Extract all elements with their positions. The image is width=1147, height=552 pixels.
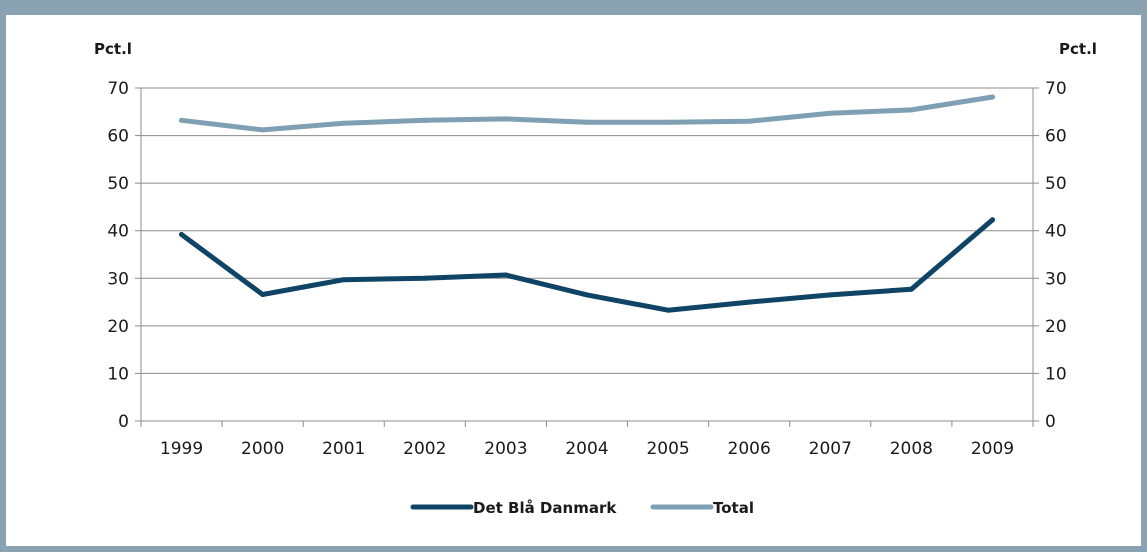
x-tick-label: 2005: [646, 439, 689, 459]
data-point: [665, 119, 671, 125]
y-axis-right-ticks: 0 10 20 30 40 50 60 70: [1045, 79, 1067, 432]
data-point: [179, 117, 185, 123]
x-tick-label: 2006: [728, 439, 771, 459]
data-point: [989, 94, 995, 100]
x-tick-label: 2004: [565, 439, 608, 459]
y-right-tick-label: 20: [1045, 317, 1067, 337]
data-point: [827, 110, 833, 116]
legend-item: Det Blå Danmark: [410, 499, 617, 517]
x-tick-label: 2002: [403, 439, 446, 459]
data-point: [503, 272, 509, 278]
y-left-tick-label: 10: [107, 364, 129, 384]
series-line-1: [179, 94, 995, 133]
data-point: [665, 307, 671, 313]
y-left-tick-label: 30: [107, 269, 129, 289]
data-point: [422, 275, 428, 281]
y-left-tick-label: 50: [107, 174, 129, 194]
data-point: [584, 119, 590, 125]
y-right-tick-label: 60: [1045, 127, 1067, 147]
data-point: [746, 299, 752, 305]
data-point: [422, 117, 428, 123]
data-point: [908, 286, 914, 292]
x-tick-label: 2007: [809, 439, 852, 459]
x-axis-ticks: 1999 2000 2001 2002 2003 2004 2005 2006 2007 2008…: [160, 439, 1014, 459]
legend-item: Total: [650, 499, 754, 517]
data-point: [341, 120, 347, 126]
data-point: [503, 116, 509, 122]
data-point: [341, 277, 347, 283]
y-axis-left-unit: Pct.l: [94, 40, 132, 58]
y-right-tick-label: 50: [1045, 174, 1067, 194]
legend: Det Blå Danmark Total: [410, 499, 754, 517]
y-axis-left-ticks: 0 10 20 30 40 50 60 70: [107, 79, 129, 432]
data-point: [827, 292, 833, 298]
data-point: [746, 118, 752, 124]
data-point: [989, 217, 995, 223]
x-tick-label: 2008: [890, 439, 933, 459]
x-tick-label: 2003: [484, 439, 527, 459]
grid-lines: [141, 87, 1033, 374]
data-point: [179, 232, 185, 238]
data-point: [260, 291, 266, 297]
y-axis-right-unit: Pct.l: [1059, 40, 1097, 58]
y-right-tick-label: 0: [1045, 412, 1056, 432]
data-point: [260, 127, 266, 133]
y-right-tick-label: 40: [1045, 222, 1067, 242]
data-point: [584, 292, 590, 298]
y-right-tick-label: 30: [1045, 269, 1067, 289]
y-right-tick-label: 10: [1045, 364, 1067, 384]
x-tick-label: 2000: [241, 439, 284, 459]
legend-label: Total: [713, 499, 754, 517]
data-point: [908, 107, 914, 113]
x-tick-label: 1999: [160, 439, 203, 459]
y-left-tick-label: 60: [107, 127, 129, 147]
y-left-tick-label: 0: [118, 412, 129, 432]
legend-label: Det Blå Danmark: [473, 499, 617, 517]
y-left-tick-label: 20: [107, 317, 129, 337]
y-left-tick-label: 70: [107, 79, 129, 99]
y-left-tick-label: 40: [107, 222, 129, 242]
y-right-tick-label: 70: [1045, 79, 1067, 99]
axes: [135, 87, 1039, 427]
series-lines: [179, 94, 995, 313]
x-tick-label: 2001: [322, 439, 365, 459]
x-tick-label: 2009: [971, 439, 1014, 459]
